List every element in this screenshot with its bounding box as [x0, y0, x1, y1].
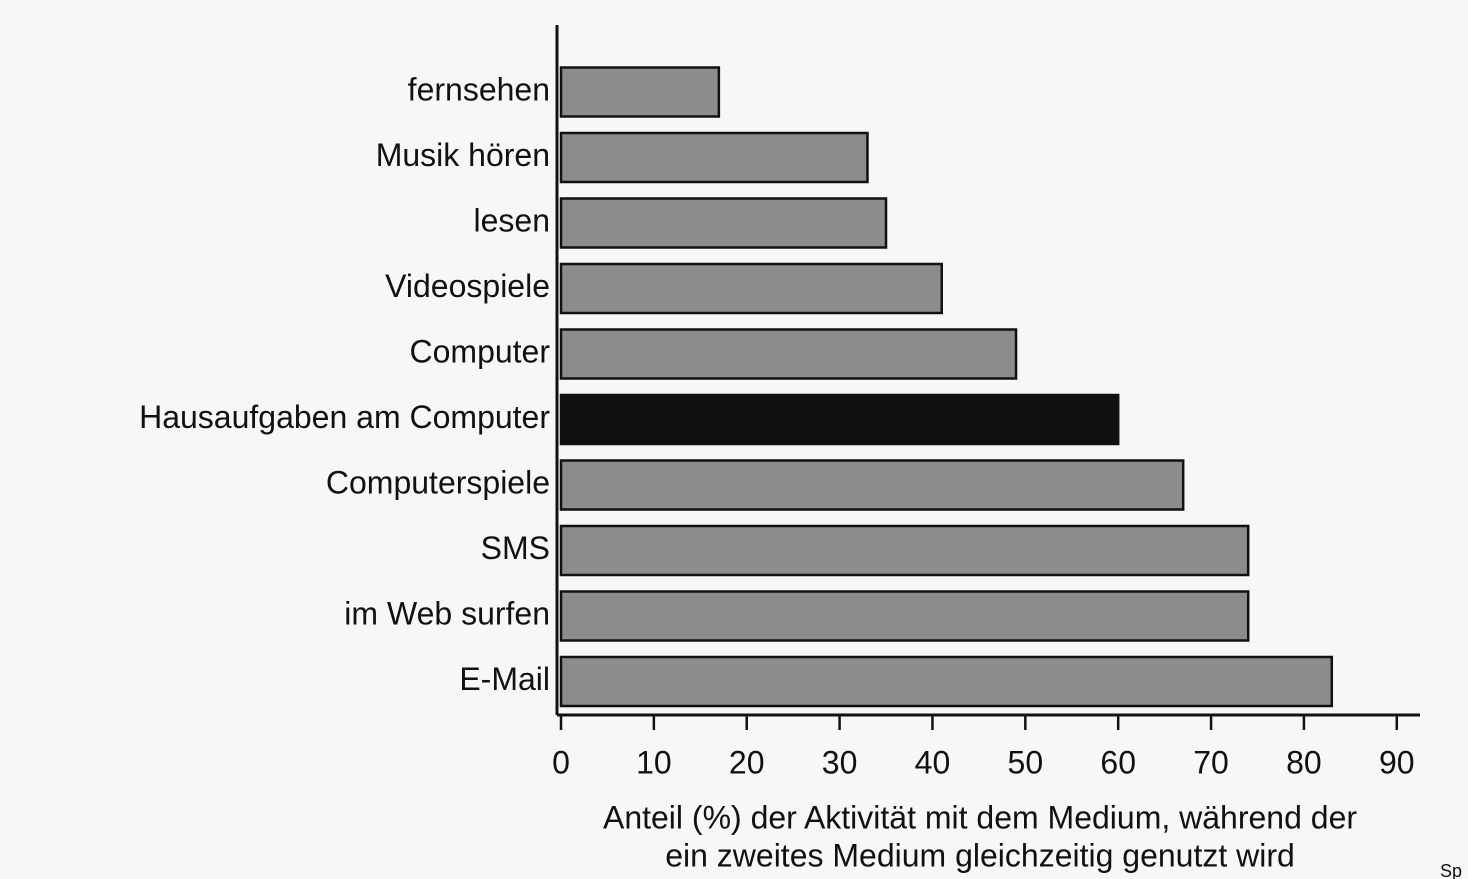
y-tick-label: SMS: [481, 530, 550, 566]
x-tick-label: 0: [552, 744, 570, 780]
y-tick-label: Musik hören: [376, 137, 550, 173]
x-tick-label: 70: [1193, 744, 1229, 780]
bar: [559, 66, 721, 118]
y-tick-label: Computer: [410, 333, 551, 369]
y-tick-label: Hausaufgaben am Computer: [139, 399, 550, 435]
x-tick-label: 10: [636, 744, 672, 780]
x-tick-label: 60: [1100, 744, 1136, 780]
annotation: Sp: [1440, 861, 1462, 879]
bar: [559, 655, 1334, 708]
y-tick-label: Videospiele: [385, 268, 550, 304]
bar: [559, 131, 869, 184]
x-tick-label: 20: [729, 744, 765, 780]
bar: [559, 328, 1018, 380]
bar: [559, 590, 1250, 642]
x-tick-label: 40: [915, 744, 951, 780]
x-axis-label: ein zweites Medium gleichzeitig genutzt …: [665, 837, 1295, 873]
x-tick-label: 90: [1379, 744, 1415, 780]
bar: [559, 197, 888, 249]
y-tick-label: E-Mail: [459, 661, 550, 697]
y-tick-label: im Web surfen: [344, 595, 550, 631]
bar: [559, 393, 1120, 446]
x-axis-label: Anteil (%) der Aktivität mit dem Medium,…: [603, 799, 1357, 835]
y-tick-label: fernsehen: [408, 71, 550, 107]
x-tick-label: 80: [1286, 744, 1322, 780]
bar: [559, 524, 1250, 577]
bar: [559, 262, 943, 315]
bar: [559, 459, 1185, 511]
x-tick-label: 30: [822, 744, 858, 780]
x-tick-label: 50: [1008, 744, 1044, 780]
y-tick-label: lesen: [474, 202, 551, 238]
y-tick-label: Computerspiele: [326, 464, 550, 500]
